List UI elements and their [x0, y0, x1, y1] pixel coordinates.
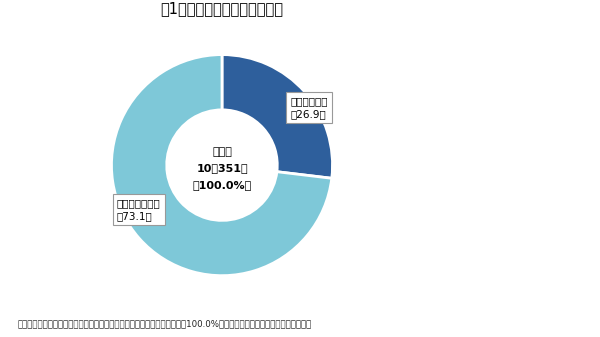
Text: 10，351人: 10，351人: [196, 163, 248, 174]
Text: 農業者: 農業者: [212, 147, 232, 157]
Text: 利用している
（26.9）: 利用している （26.9）: [290, 96, 328, 119]
Text: （100.0%）: （100.0%）: [193, 180, 251, 190]
Title: 図1　有償サービスの利用山況: 図1 有償サービスの利用山況: [161, 1, 284, 16]
Wedge shape: [222, 55, 332, 178]
Text: 注：割合については、表示単位未満を四捨五入しているため、内訳の計が100.0%とならない場合がある（以下同じ。）。: 注：割合については、表示単位未満を四捨五入しているため、内訳の計が100.0%と…: [18, 319, 312, 329]
Wedge shape: [112, 55, 332, 276]
Text: 利用していない
（73.1）: 利用していない （73.1）: [117, 198, 161, 221]
